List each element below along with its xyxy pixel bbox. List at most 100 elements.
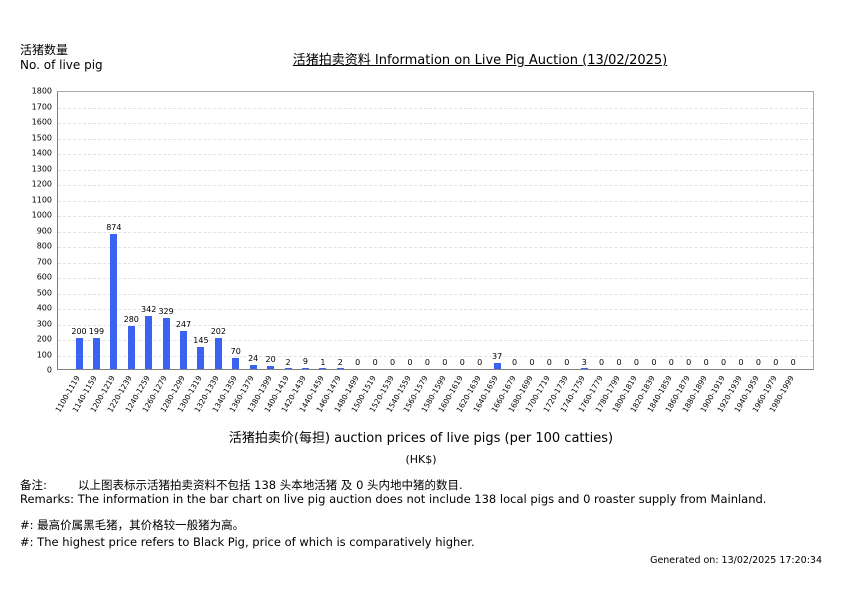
note-en: #: The highest price refers to Black Pig… xyxy=(20,535,475,549)
bar-value-label: 0 xyxy=(755,358,761,367)
y-tick-label: 600 xyxy=(36,272,52,282)
x-axis-title: 活猪拍卖价(每担) auction prices of live pigs (p… xyxy=(228,431,614,446)
bar-value-label: 0 xyxy=(355,358,361,367)
bar-value-label: 20 xyxy=(265,354,276,364)
bar-value-label: 0 xyxy=(477,358,483,367)
y-tick-label: 1200 xyxy=(31,179,52,189)
bar-value-label: 0 xyxy=(546,358,552,367)
x-tick-label: 1940-1959 xyxy=(732,374,762,414)
bar-value-label: 280 xyxy=(123,314,139,324)
bar xyxy=(180,330,188,369)
gridline xyxy=(58,355,813,357)
x-tick-label: 1320-1339 xyxy=(192,374,222,414)
y-tick-label: 1100 xyxy=(31,195,52,204)
bar xyxy=(267,365,275,369)
x-tick-label: 1100-1119 xyxy=(53,374,82,414)
gridline xyxy=(58,309,813,310)
x-tick-label: 1480-1499 xyxy=(332,374,361,414)
y-tick-label: 1800 xyxy=(31,86,52,96)
y-tick-label: 400 xyxy=(36,303,52,313)
bar-value-label: 0 xyxy=(720,358,727,367)
bar-value-label: 0 xyxy=(407,358,413,367)
x-tick-label: 1860-1879 xyxy=(663,374,692,414)
gridline xyxy=(58,107,813,109)
bar-value-label: 145 xyxy=(193,335,209,345)
bar-value-label: 3 xyxy=(581,357,587,367)
bar xyxy=(75,338,83,369)
y-tick-label: 100 xyxy=(36,350,52,359)
x-tick-label: 1680-1699 xyxy=(506,374,535,414)
x-tick-label: 1360-1379 xyxy=(227,374,256,414)
bar xyxy=(92,338,100,369)
y-tick-label: 1400 xyxy=(31,148,52,158)
x-tick-label: 1460-1479 xyxy=(314,374,344,414)
bar-value-label: 0 xyxy=(564,358,570,367)
x-tick-label: 1240-1259 xyxy=(123,374,152,414)
x-tick-label: 1800-1819 xyxy=(610,374,640,414)
gridline xyxy=(58,278,813,279)
gridline xyxy=(58,216,813,217)
bar-value-label: 0 xyxy=(442,358,448,367)
bar-value-label: 9 xyxy=(302,356,308,366)
gridline xyxy=(58,247,813,248)
y-tick-label: 500 xyxy=(36,288,52,297)
bar-value-label: 0 xyxy=(372,358,378,367)
x-axis-unit: (HK$) xyxy=(405,453,437,466)
bar-value-label: 0 xyxy=(616,358,622,367)
y-tick-label: 300 xyxy=(36,319,52,328)
gridline xyxy=(58,340,813,341)
bar-value-label: 0 xyxy=(511,358,518,367)
x-tick-label: 1920-1939 xyxy=(715,374,744,414)
bar xyxy=(319,368,327,369)
y-tick-label: 0 xyxy=(46,365,52,375)
bar xyxy=(580,368,588,369)
x-tick-label: 1700-1719 xyxy=(523,374,553,414)
bar-value-label: 0 xyxy=(668,358,674,367)
x-tick-label: 1260-1279 xyxy=(140,374,169,414)
x-tick-label: 1140-1159 xyxy=(70,374,100,414)
gridline xyxy=(58,293,813,295)
x-tick-label: 1820-1839 xyxy=(628,374,657,414)
bar-value-label: 0 xyxy=(790,358,796,367)
bar xyxy=(197,346,205,369)
x-tick-label: 1540-1559 xyxy=(384,374,413,414)
y-tick-label: 700 xyxy=(36,257,52,266)
x-tick-label: 1400-1419 xyxy=(262,374,291,414)
bar-value-label: 0 xyxy=(390,358,396,367)
x-tick-label: 1880-1899 xyxy=(680,374,709,414)
bar-value-label: 202 xyxy=(210,326,226,336)
x-tick-label: 1580-1599 xyxy=(419,374,448,414)
x-tick-label: 1560-1579 xyxy=(401,374,431,414)
bar-value-label: 1 xyxy=(320,357,326,367)
x-tick-label: 1780-1799 xyxy=(593,374,622,414)
gridline xyxy=(58,231,813,233)
y-tick-label: 1300 xyxy=(31,164,52,173)
y-tick-label: 1500 xyxy=(31,133,52,142)
bar-value-label: 0 xyxy=(651,358,657,367)
gridline xyxy=(58,185,813,186)
y-tick-label: 1600 xyxy=(31,117,52,127)
bar-value-label: 37 xyxy=(491,352,503,362)
x-tick-label: 1600-1619 xyxy=(436,374,466,414)
x-tick-label: 1280-1299 xyxy=(158,374,187,414)
gridline xyxy=(58,138,813,140)
note-cn: #: 最高价属黑毛猪，其价格较一般猪为高。 xyxy=(20,518,245,532)
bar-value-label: 2 xyxy=(337,357,343,367)
bar xyxy=(336,368,344,369)
y-tick-label: 800 xyxy=(36,241,52,251)
bar xyxy=(284,368,292,369)
bar-value-label: 199 xyxy=(88,327,105,337)
bar-value-label: 329 xyxy=(158,307,174,316)
bar xyxy=(162,318,170,369)
bar-value-label: 0 xyxy=(459,358,465,367)
x-tick-label: 1300-1319 xyxy=(175,374,204,414)
x-tick-label: 1220-1239 xyxy=(105,374,135,414)
x-tick-label: 1420-1439 xyxy=(280,374,309,414)
y-axis-label-en: No. of live pig xyxy=(20,58,103,72)
bar-value-label: 342 xyxy=(141,304,157,314)
x-tick-label: 1840-1859 xyxy=(645,374,675,414)
generated-timestamp: Generated on: 13/02/2025 17:20:34 xyxy=(650,555,822,566)
x-tick-label: 1660-1679 xyxy=(489,374,518,414)
bar-value-label: 70 xyxy=(230,347,241,357)
remark-cn: 备注: 以上图表标示活猪拍卖资料不包括 138 头本地活猪 及 0 头内地中猪的数… xyxy=(20,477,463,493)
